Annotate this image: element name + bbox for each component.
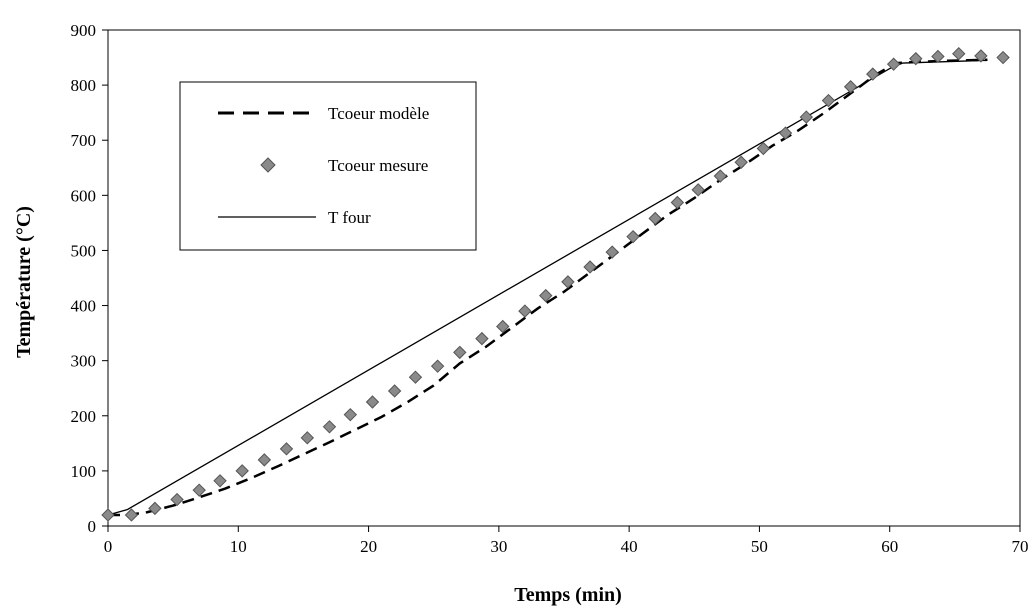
- series-layer: [101, 46, 1010, 522]
- data-point-tcoeur-mesure: [387, 384, 402, 398]
- data-point-tcoeur-mesure: [561, 275, 575, 289]
- data-point-tcoeur-mesure: [909, 51, 923, 66]
- data-point-tcoeur-mesure: [257, 453, 272, 467]
- y-tick-label: 800: [71, 76, 97, 95]
- x-axis-title: Temps (min): [514, 584, 622, 606]
- data-point-tcoeur-mesure: [235, 464, 249, 478]
- data-point-tcoeur-mesure: [343, 407, 358, 422]
- data-point-tcoeur-mesure: [996, 50, 1010, 65]
- legend-diamond-marker-icon: [260, 157, 276, 173]
- data-point-tcoeur-mesure: [778, 126, 793, 140]
- x-tick-label: 20: [360, 537, 377, 556]
- data-point-tcoeur-mesure: [124, 508, 139, 522]
- data-point-tcoeur-mesure: [756, 141, 771, 156]
- data-point-tcoeur-mesure: [539, 288, 553, 303]
- data-point-tcoeur-mesure: [952, 46, 966, 61]
- data-point-tcoeur-mesure: [279, 442, 294, 456]
- y-tick-label: 600: [71, 186, 97, 205]
- data-point-tcoeur-mesure: [518, 304, 532, 318]
- x-tick-label: 40: [621, 537, 638, 556]
- series-line-tcoeur-modele: [108, 58, 988, 517]
- axis-ticks: 0 10 20 30 40 50 60 700100200300400500600700800…: [71, 21, 1029, 556]
- data-point-tcoeur-mesure: [626, 229, 640, 244]
- data-point-tcoeur-mesure: [148, 501, 162, 516]
- y-tick-label: 300: [71, 352, 97, 371]
- x-tick-label: 70: [1012, 537, 1029, 556]
- data-point-tcoeur-mesure: [453, 345, 467, 360]
- legend-label-model: Tcoeur modèle: [328, 104, 429, 123]
- y-tick-label: 500: [71, 241, 97, 260]
- legend-box: [179, 81, 477, 251]
- y-axis-title: Température (°C): [13, 206, 35, 358]
- data-point-tcoeur-mesure: [886, 57, 901, 71]
- x-tick-label: 0: [104, 537, 113, 556]
- x-tick-label: 50: [751, 537, 768, 556]
- data-point-tcoeur-mesure: [799, 110, 814, 124]
- data-point-tcoeur-mesure: [101, 508, 115, 522]
- legend-label-measure: Tcoeur mesure: [328, 156, 428, 175]
- data-point-tcoeur-mesure: [430, 359, 445, 373]
- data-point-tcoeur-mesure: [192, 483, 206, 497]
- data-point-tcoeur-mesure: [583, 260, 597, 274]
- legend-label-four: T four: [328, 208, 371, 227]
- data-point-tcoeur-mesure: [931, 49, 945, 64]
- x-tick-label: 60: [881, 537, 898, 556]
- data-point-tcoeur-mesure: [322, 420, 337, 434]
- data-point-tcoeur-mesure: [821, 93, 836, 108]
- x-tick-label: 10: [230, 537, 247, 556]
- data-point-tcoeur-mesure: [408, 370, 423, 384]
- data-point-tcoeur-mesure: [691, 183, 705, 197]
- data-point-tcoeur-mesure: [670, 195, 685, 210]
- y-tick-label: 100: [71, 462, 97, 481]
- data-point-tcoeur-mesure: [170, 492, 184, 507]
- data-point-tcoeur-mesure: [713, 169, 728, 183]
- data-point-tcoeur-mesure: [734, 155, 748, 169]
- data-point-tcoeur-mesure: [648, 211, 662, 226]
- data-point-tcoeur-mesure: [605, 245, 619, 259]
- data-point-tcoeur-mesure: [300, 431, 315, 445]
- y-tick-label: 400: [71, 297, 97, 316]
- data-point-tcoeur-mesure: [213, 474, 227, 488]
- data-point-tcoeur-mesure: [496, 319, 510, 334]
- data-point-tcoeur-mesure: [974, 49, 988, 63]
- y-tick-label: 900: [71, 21, 97, 40]
- data-point-tcoeur-mesure: [475, 331, 489, 346]
- y-tick-label: 700: [71, 131, 97, 150]
- y-tick-label: 200: [71, 407, 97, 426]
- x-tick-label: 30: [490, 537, 507, 556]
- y-tick-label: 0: [88, 517, 97, 536]
- legend: Tcoeur modèle Tcoeur mesure T four: [179, 81, 477, 251]
- data-point-tcoeur-mesure: [843, 80, 858, 94]
- data-point-tcoeur-mesure: [365, 395, 380, 409]
- data-point-tcoeur-mesure: [866, 67, 880, 81]
